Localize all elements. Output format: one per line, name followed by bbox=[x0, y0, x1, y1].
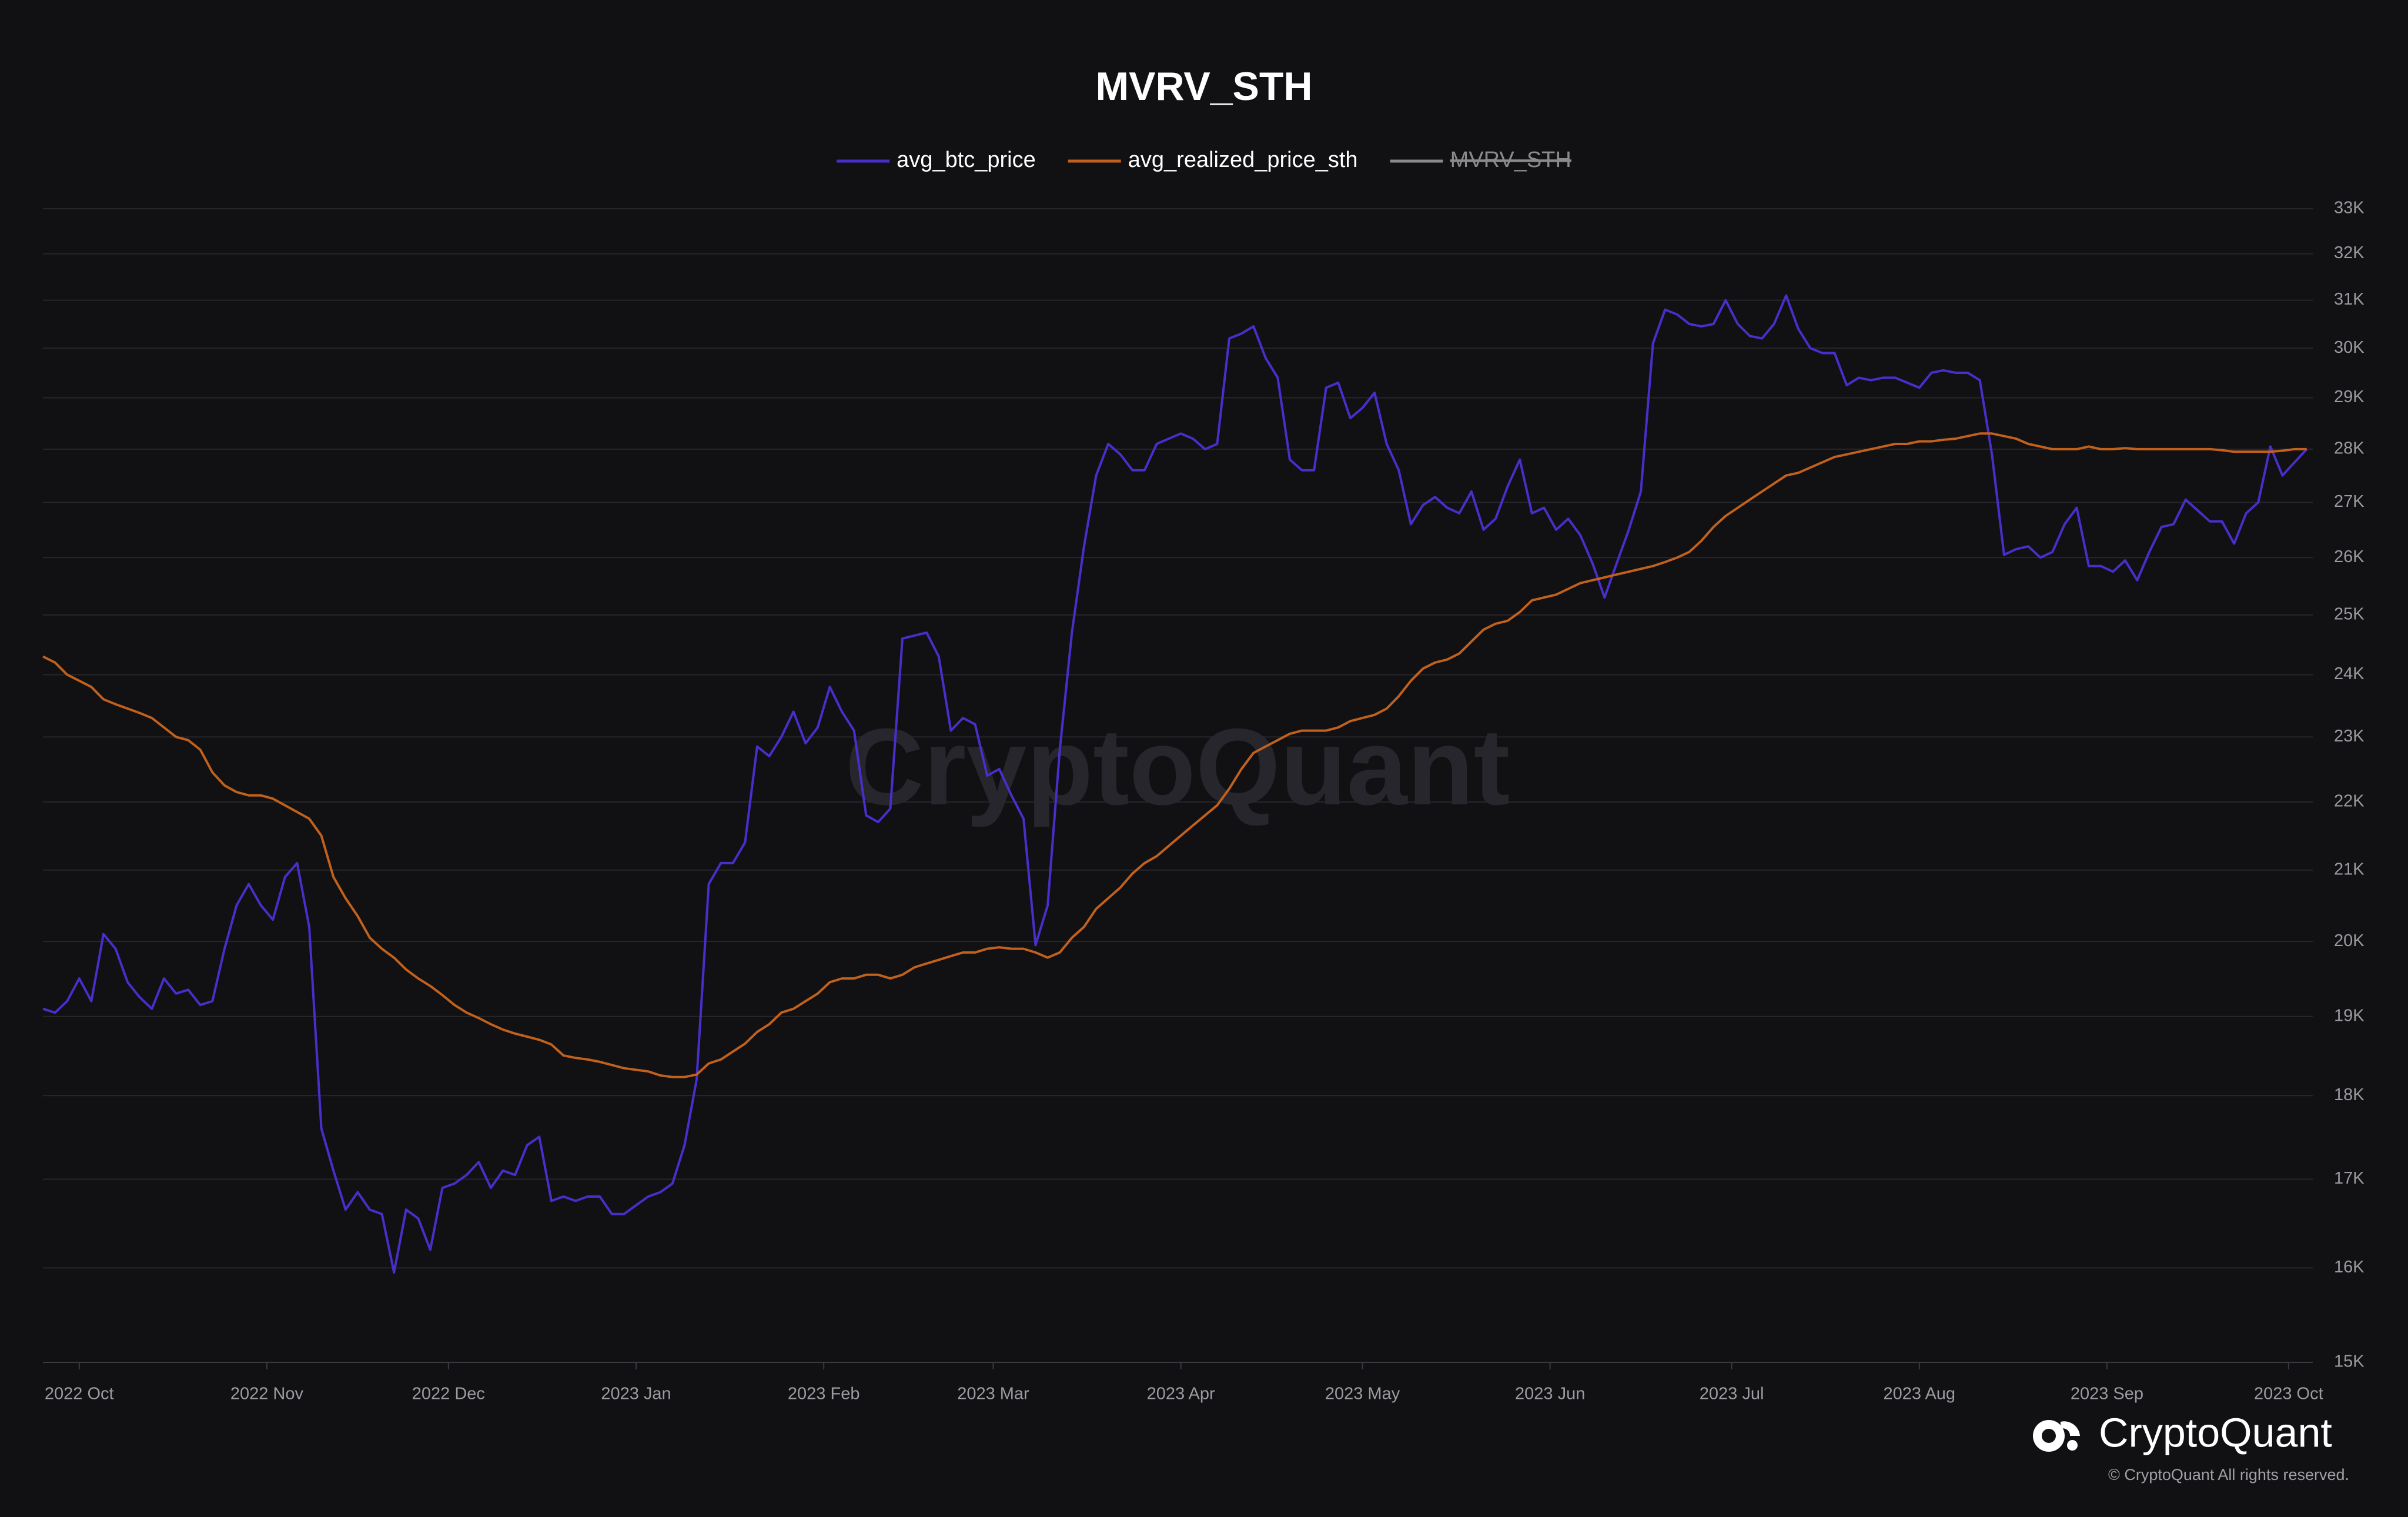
x-tick-label: 2022 Dec bbox=[412, 1385, 485, 1404]
y-tick-label: 25K bbox=[2334, 605, 2364, 624]
x-tick-label: 2023 Jan bbox=[601, 1385, 671, 1404]
legend-label[interactable]: MVRV_STH bbox=[1450, 148, 1571, 172]
x-tick-label: 2023 Jul bbox=[1700, 1385, 1764, 1404]
line-avg-realized-price-sth bbox=[42, 432, 2307, 1078]
y-tick-label: 20K bbox=[2334, 931, 2364, 950]
x-tick-label: 2023 Aug bbox=[1883, 1385, 1955, 1404]
y-tick-label: 26K bbox=[2334, 547, 2364, 566]
x-tick-label: 2022 Nov bbox=[230, 1385, 304, 1404]
y-tick-label: 31K bbox=[2334, 290, 2364, 309]
x-tick-label: 2023 Jun bbox=[1515, 1385, 1585, 1404]
brand: CryptoQuant bbox=[2099, 1409, 2332, 1455]
brand-logo bbox=[2033, 1420, 2080, 1452]
y-tick-label: 16K bbox=[2334, 1258, 2364, 1277]
y-tick-label: 15K bbox=[2334, 1352, 2364, 1371]
x-tick-label: 2023 Sep bbox=[2071, 1385, 2143, 1404]
y-tick-label: 17K bbox=[2334, 1169, 2364, 1188]
y-tick-label: 22K bbox=[2334, 792, 2364, 811]
line-avg-btc-price bbox=[42, 294, 2308, 1274]
logo-icon bbox=[2061, 1421, 2080, 1436]
logo-icon bbox=[2042, 1429, 2056, 1443]
y-tick-label: 27K bbox=[2334, 492, 2364, 511]
x-tick-label: 2023 May bbox=[1325, 1385, 1400, 1404]
y-tick-label: 21K bbox=[2334, 860, 2364, 878]
y-tick-label: 33K bbox=[2334, 199, 2364, 218]
x-tick-label: 2023 Feb bbox=[788, 1385, 860, 1404]
copyright: © CryptoQuant All rights reserved. bbox=[2108, 1466, 2349, 1483]
y-tick-label: 32K bbox=[2334, 243, 2364, 262]
x-tick-label: 2023 Oct bbox=[2254, 1385, 2323, 1404]
legend-label[interactable]: avg_btc_price bbox=[897, 148, 1036, 172]
y-tick-label: 23K bbox=[2334, 727, 2364, 746]
legend-label[interactable]: avg_realized_price_sth bbox=[1128, 148, 1358, 172]
chart-title: MVRV_STH bbox=[1095, 64, 1312, 109]
y-tick-label: 18K bbox=[2334, 1085, 2364, 1104]
y-tick-label: 19K bbox=[2334, 1006, 2364, 1025]
x-tick-label: 2023 Mar bbox=[957, 1385, 1029, 1404]
y-tick-label: 24K bbox=[2334, 664, 2364, 683]
logo-icon bbox=[2067, 1440, 2078, 1451]
y-tick-label: 28K bbox=[2334, 439, 2364, 458]
x-tick-label: 2022 Oct bbox=[45, 1385, 114, 1404]
x-tick-label: 2023 Apr bbox=[1147, 1385, 1215, 1404]
y-tick-label: 29K bbox=[2334, 387, 2364, 406]
y-tick-label: 30K bbox=[2334, 338, 2364, 357]
watermark: CryptoQuant bbox=[845, 707, 1510, 828]
legend: avg_btc_price avg_realized_price_sth MVRV_… bbox=[837, 148, 1571, 172]
